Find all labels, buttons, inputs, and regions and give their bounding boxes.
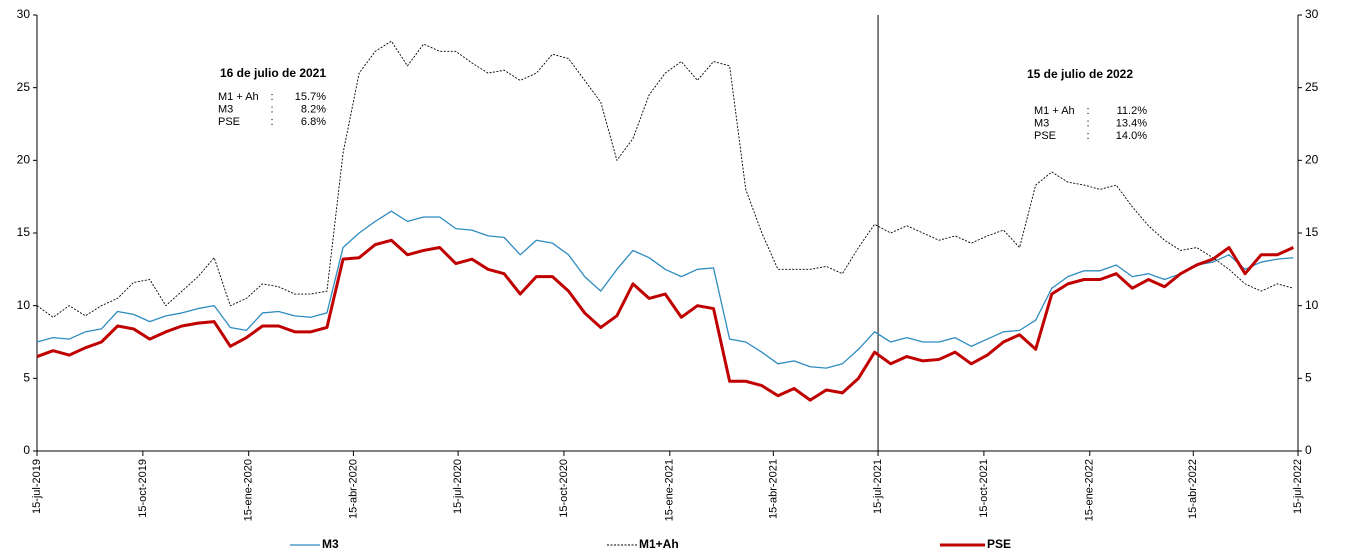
x-tick-label: 15-ene-2022 [1084,459,1096,521]
series-line [36,40,1294,318]
annotation-title: 15 de julio de 2022 [1027,67,1133,81]
x-tick-label: 15-oct-2021 [978,459,990,518]
annotation-value: 13.4% [1116,117,1147,129]
annotation-value: 6.8% [301,116,326,128]
x-tick-label: 15-ene-2021 [664,459,676,521]
x-tick-label: 15-jul-2020 [452,459,464,514]
legend-label: M3 [322,537,339,551]
legend-label: M1+Ah [639,537,679,551]
annotation-sep: : [270,116,273,128]
y-tick-label: 5 [23,371,30,385]
x-tick-label: 15-abr-2021 [767,459,779,519]
x-tick-label: 15-oct-2019 [137,459,149,518]
y-tick-label: 25 [17,80,31,94]
x-tick-label: 15-jul-2022 [1292,459,1304,514]
x-tick-label: 15-abr-2022 [1187,459,1199,519]
annotation-label: PSE [1034,130,1056,142]
series-line [36,210,1294,369]
annotation-sep: : [1086,130,1089,142]
annotation-value: 8.2% [301,103,326,115]
x-tick-label: 15-oct-2020 [558,459,570,518]
annotation-value: 14.0% [1116,130,1147,142]
y-tick-label: 20 [17,153,31,167]
annotation-label: M3 [218,103,233,115]
x-tick-label: 15-abr-2020 [347,459,359,519]
y2-tick-label: 25 [1305,80,1319,94]
y2-tick-label: 15 [1305,225,1319,239]
y2-tick-label: 0 [1305,443,1312,457]
annotation-label: M3 [1034,117,1049,129]
y-tick-label: 10 [17,298,31,312]
annotation-sep: : [1086,117,1089,129]
annotation-sep: : [270,103,273,115]
annotation-label: M1 + Ah [1034,105,1075,117]
y-tick-label: 15 [17,225,31,239]
annotation-value: 15.7% [295,91,326,103]
annotation-sep: : [1086,105,1089,117]
annotation-value: 11.2% [1117,105,1148,117]
y-tick-label: 30 [17,7,31,21]
x-tick-label: 15-jul-2021 [872,459,884,514]
x-tick-label: 15-ene-2020 [243,459,255,521]
annotation-label: M1 + Ah [218,91,259,103]
x-tick-label: 15-jul-2019 [31,459,43,514]
y2-tick-label: 5 [1305,371,1312,385]
legend-label: PSE [987,537,1011,551]
annotation-label: PSE [218,116,240,128]
annotation-sep: : [270,91,273,103]
y2-tick-label: 30 [1305,7,1319,21]
y2-tick-label: 20 [1305,153,1319,167]
y-tick-label: 0 [23,443,30,457]
y2-tick-label: 10 [1305,298,1319,312]
series-line [36,238,1295,402]
annotation-title: 16 de julio de 2021 [220,66,326,80]
